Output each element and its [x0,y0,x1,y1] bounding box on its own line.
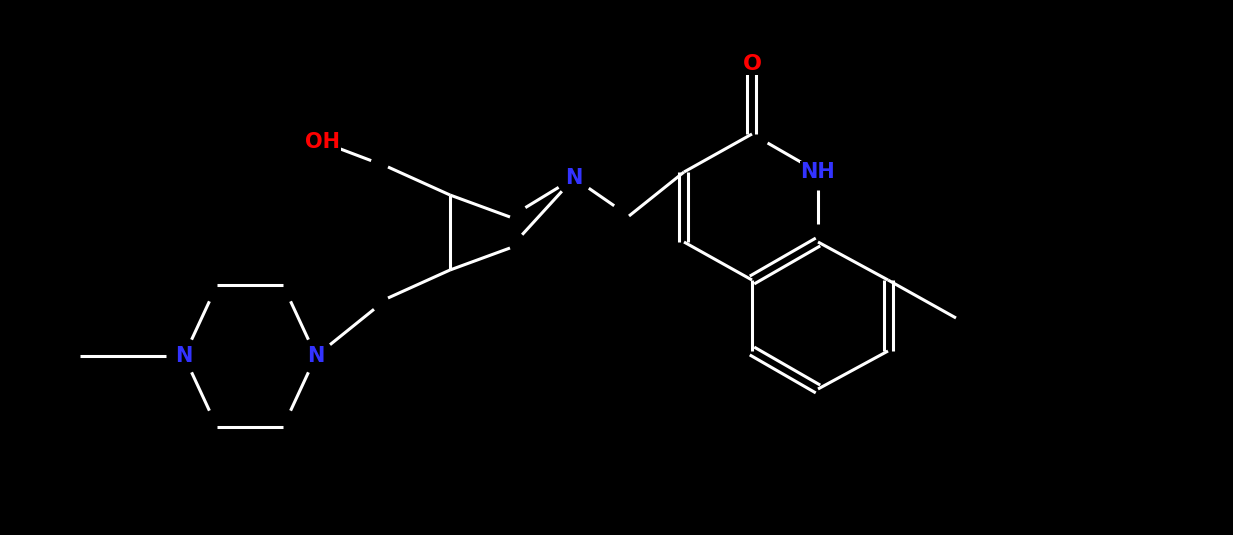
Text: NH: NH [800,162,836,182]
Text: N: N [175,346,192,366]
Text: O: O [742,54,762,74]
Text: OH: OH [305,132,339,152]
Text: N: N [307,346,324,366]
Text: N: N [565,168,583,188]
